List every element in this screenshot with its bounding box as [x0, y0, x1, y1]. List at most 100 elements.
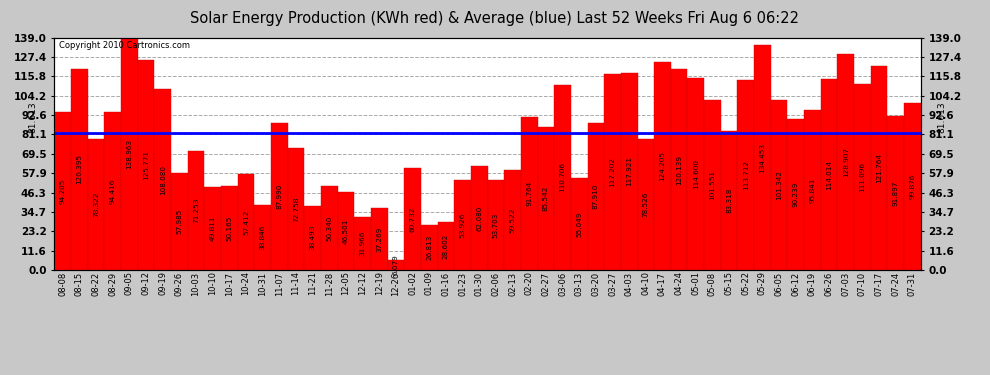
Text: 57.412: 57.412 — [243, 209, 249, 235]
Bar — [704, 100, 721, 270]
Text: 114.014: 114.014 — [826, 160, 832, 190]
Bar — [221, 186, 238, 270]
Bar — [887, 116, 904, 270]
Bar — [138, 60, 154, 270]
Bar — [787, 119, 804, 270]
Bar — [488, 180, 504, 270]
Text: 113.712: 113.712 — [742, 160, 748, 190]
Text: 120.139: 120.139 — [676, 154, 682, 184]
Text: 128.907: 128.907 — [842, 147, 848, 177]
Bar — [721, 130, 738, 270]
Bar — [754, 45, 771, 270]
Bar — [838, 54, 854, 270]
Text: 38.493: 38.493 — [310, 225, 316, 251]
Bar — [821, 79, 838, 270]
Bar — [54, 112, 71, 270]
Text: Solar Energy Production (KWh red) & Average (blue) Last 52 Weeks Fri Aug 6 06:22: Solar Energy Production (KWh red) & Aver… — [190, 11, 800, 26]
Bar — [438, 222, 454, 270]
Text: 91.897: 91.897 — [893, 180, 899, 206]
Bar — [238, 174, 254, 270]
Text: 138.963: 138.963 — [127, 139, 133, 169]
Bar — [104, 112, 121, 270]
Bar — [204, 187, 221, 270]
Text: 38.846: 38.846 — [259, 225, 265, 250]
Bar — [338, 192, 354, 270]
Text: 83.318: 83.318 — [726, 188, 733, 213]
Text: 50.165: 50.165 — [227, 215, 233, 241]
Text: 121.764: 121.764 — [876, 153, 882, 183]
Text: 117.921: 117.921 — [626, 156, 633, 186]
Bar — [321, 186, 338, 270]
Bar — [254, 205, 271, 270]
Text: 49.811: 49.811 — [210, 216, 216, 241]
Text: 87.990: 87.990 — [276, 184, 282, 209]
Text: 125.771: 125.771 — [144, 150, 149, 180]
Bar — [371, 208, 388, 270]
Text: 134.453: 134.453 — [759, 142, 765, 172]
Text: 57.985: 57.985 — [176, 209, 182, 234]
Bar — [521, 117, 538, 270]
Bar — [88, 139, 104, 270]
Bar — [354, 216, 371, 270]
Bar — [288, 148, 304, 270]
Text: 46.501: 46.501 — [343, 218, 349, 244]
Bar — [621, 73, 638, 270]
Text: 120.395: 120.395 — [76, 154, 82, 184]
Bar — [171, 173, 188, 270]
Text: 95.841: 95.841 — [810, 177, 816, 203]
Bar — [538, 127, 554, 270]
Bar — [638, 139, 654, 270]
Bar — [504, 171, 521, 270]
Text: 81.613: 81.613 — [938, 102, 946, 134]
Text: Copyright 2010 Cartronics.com: Copyright 2010 Cartronics.com — [58, 41, 190, 50]
Text: 91.764: 91.764 — [527, 181, 533, 206]
Text: 60.732: 60.732 — [410, 207, 416, 232]
Bar — [121, 38, 138, 270]
Bar — [771, 100, 787, 270]
Text: 78.526: 78.526 — [643, 192, 648, 217]
Bar — [854, 84, 871, 270]
Text: 62.080: 62.080 — [476, 206, 482, 231]
Bar — [587, 123, 604, 270]
Bar — [604, 74, 621, 270]
Bar — [154, 89, 171, 270]
Bar — [304, 206, 321, 270]
Text: 111.096: 111.096 — [859, 162, 865, 192]
Text: 78.322: 78.322 — [93, 192, 99, 217]
Bar — [871, 66, 887, 270]
Bar — [71, 69, 88, 270]
Text: 90.239: 90.239 — [793, 182, 799, 207]
Bar — [471, 166, 487, 270]
Bar — [687, 78, 704, 270]
Bar — [804, 110, 821, 270]
Text: 6.079: 6.079 — [393, 255, 399, 275]
Text: 85.542: 85.542 — [543, 186, 548, 211]
Text: 124.205: 124.205 — [659, 151, 665, 181]
Text: 59.522: 59.522 — [510, 207, 516, 233]
Bar — [388, 260, 404, 270]
Bar — [554, 85, 571, 270]
Text: 50.340: 50.340 — [327, 215, 333, 241]
Text: 87.910: 87.910 — [593, 184, 599, 209]
Bar — [654, 62, 671, 270]
Text: 72.758: 72.758 — [293, 196, 299, 222]
Text: 101.342: 101.342 — [776, 170, 782, 200]
Text: 117.202: 117.202 — [610, 157, 616, 187]
Bar — [671, 69, 687, 270]
Text: 99.876: 99.876 — [910, 174, 916, 199]
Text: 37.269: 37.269 — [376, 226, 382, 252]
Text: 28.602: 28.602 — [443, 233, 448, 259]
Text: 53.703: 53.703 — [493, 212, 499, 238]
Bar — [404, 168, 421, 270]
Bar — [188, 151, 204, 270]
Text: 108.080: 108.080 — [159, 165, 165, 195]
Bar — [904, 103, 921, 270]
Bar — [421, 225, 438, 270]
Text: 55.049: 55.049 — [576, 211, 582, 237]
Text: 110.706: 110.706 — [559, 162, 565, 192]
Text: 94.205: 94.205 — [59, 178, 65, 204]
Text: 81.613: 81.613 — [29, 102, 38, 134]
Text: 53.926: 53.926 — [459, 212, 465, 238]
Bar — [454, 180, 471, 270]
Text: 26.813: 26.813 — [427, 235, 433, 260]
